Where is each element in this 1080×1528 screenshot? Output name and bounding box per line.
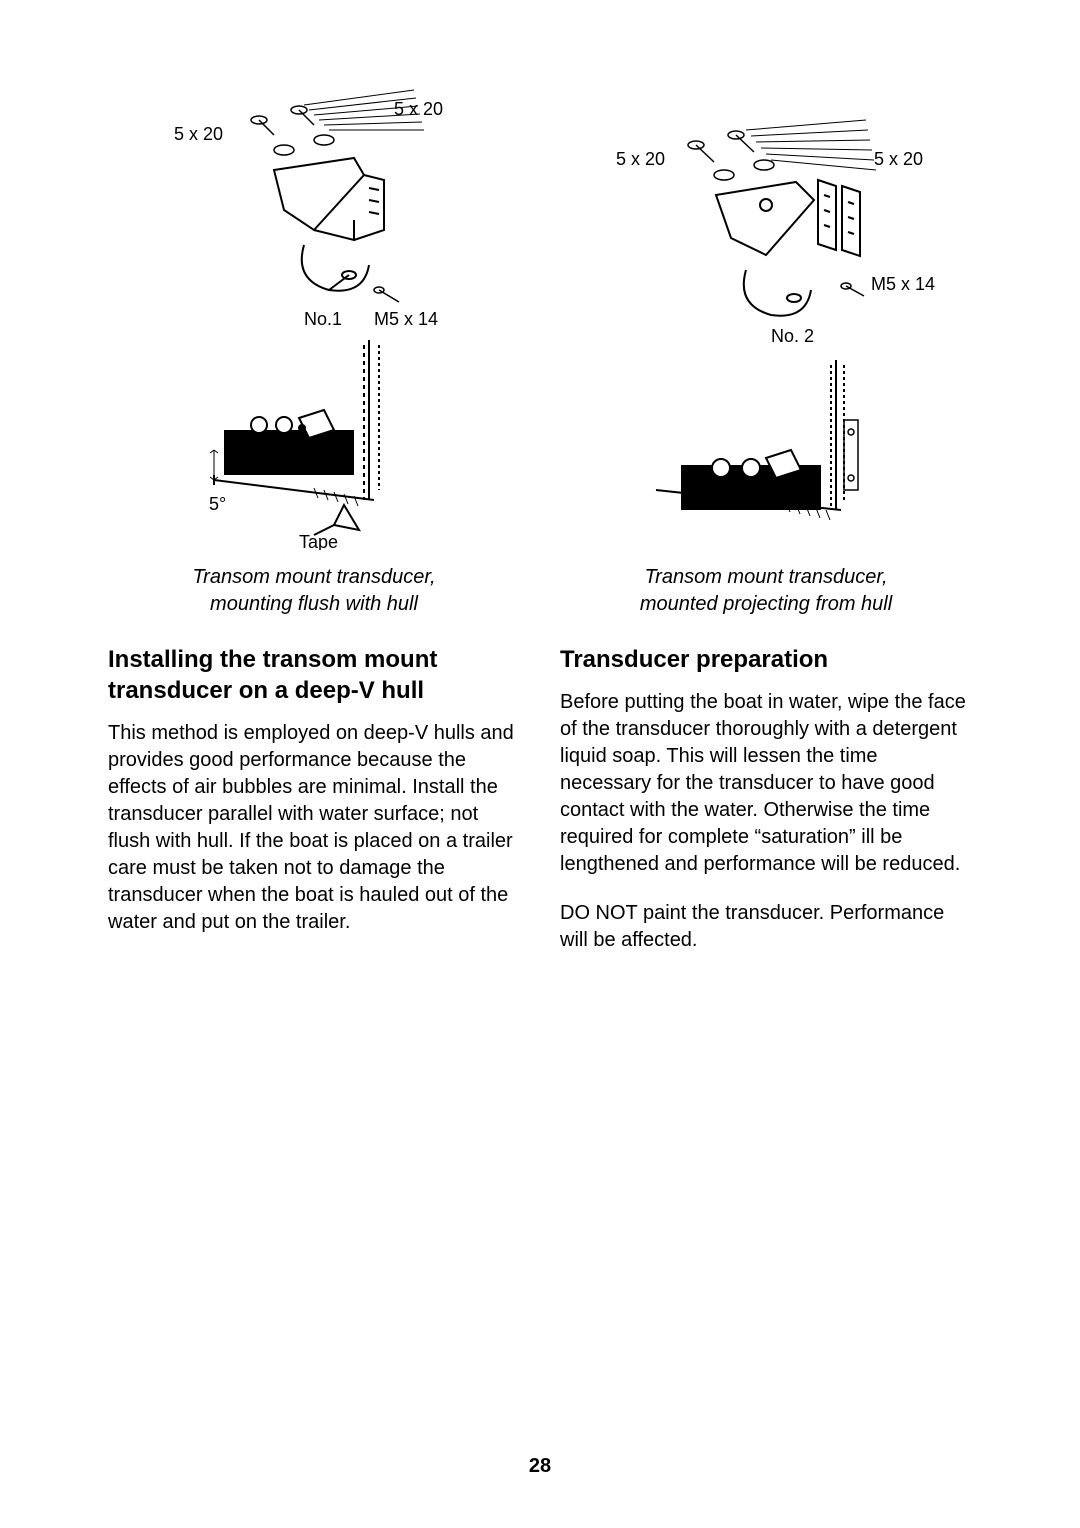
right-fig2 [560, 350, 972, 550]
fig1-label-screw: M5 x 14 [374, 309, 438, 329]
right-heading: Transducer preparation [560, 644, 972, 675]
rfig1-label-screw: M5 x 14 [871, 274, 935, 294]
right-caption: Transom mount transducer, mounted projec… [560, 564, 972, 618]
exploded-diagram-icon: 5 x 20 5 x 20 No.1 M5 x 14 [154, 80, 474, 330]
fig2-label-tape: Tape [299, 532, 338, 550]
exploded-diagram-no2-icon: 5 x 20 5 x 20 M5 x 14 No. 2 [596, 110, 936, 350]
page: 5 x 20 5 x 20 No.1 M5 x 14 [0, 0, 1080, 1528]
right-column: 5 x 20 5 x 20 M5 x 14 No. 2 [560, 80, 972, 976]
page-number: 28 [0, 1455, 1080, 1478]
left-body: This method is employed on deep-V hulls … [108, 720, 520, 936]
fig1-label-left: 5 x 20 [174, 124, 223, 144]
fig1-label-no: No.1 [304, 309, 342, 329]
left-column: 5 x 20 5 x 20 No.1 M5 x 14 [108, 80, 520, 976]
columns: 5 x 20 5 x 20 No.1 M5 x 14 [108, 80, 972, 976]
rfig1-label-left: 5 x 20 [616, 149, 665, 169]
fig2-label-angle: 5° [209, 494, 226, 514]
right-fig1: 5 x 20 5 x 20 M5 x 14 No. 2 [560, 110, 972, 350]
right-body2: DO NOT paint the transducer. Performance… [560, 900, 972, 954]
side-mount-diagram-icon: 5° Tape [184, 330, 444, 550]
rfig1-label-no: No. 2 [771, 326, 814, 346]
left-heading: Installing the transom mount transducer … [108, 644, 520, 706]
side-mount-projecting-icon [626, 350, 906, 550]
rfig1-label-right: 5 x 20 [874, 149, 923, 169]
left-fig2: 5° Tape [108, 330, 520, 550]
fig1-label-top: 5 x 20 [394, 99, 443, 119]
spacer [560, 80, 972, 110]
right-body1: Before putting the boat in water, wipe t… [560, 689, 972, 878]
left-caption: Transom mount transducer, mounting flush… [108, 564, 520, 618]
left-fig1: 5 x 20 5 x 20 No.1 M5 x 14 [108, 80, 520, 330]
